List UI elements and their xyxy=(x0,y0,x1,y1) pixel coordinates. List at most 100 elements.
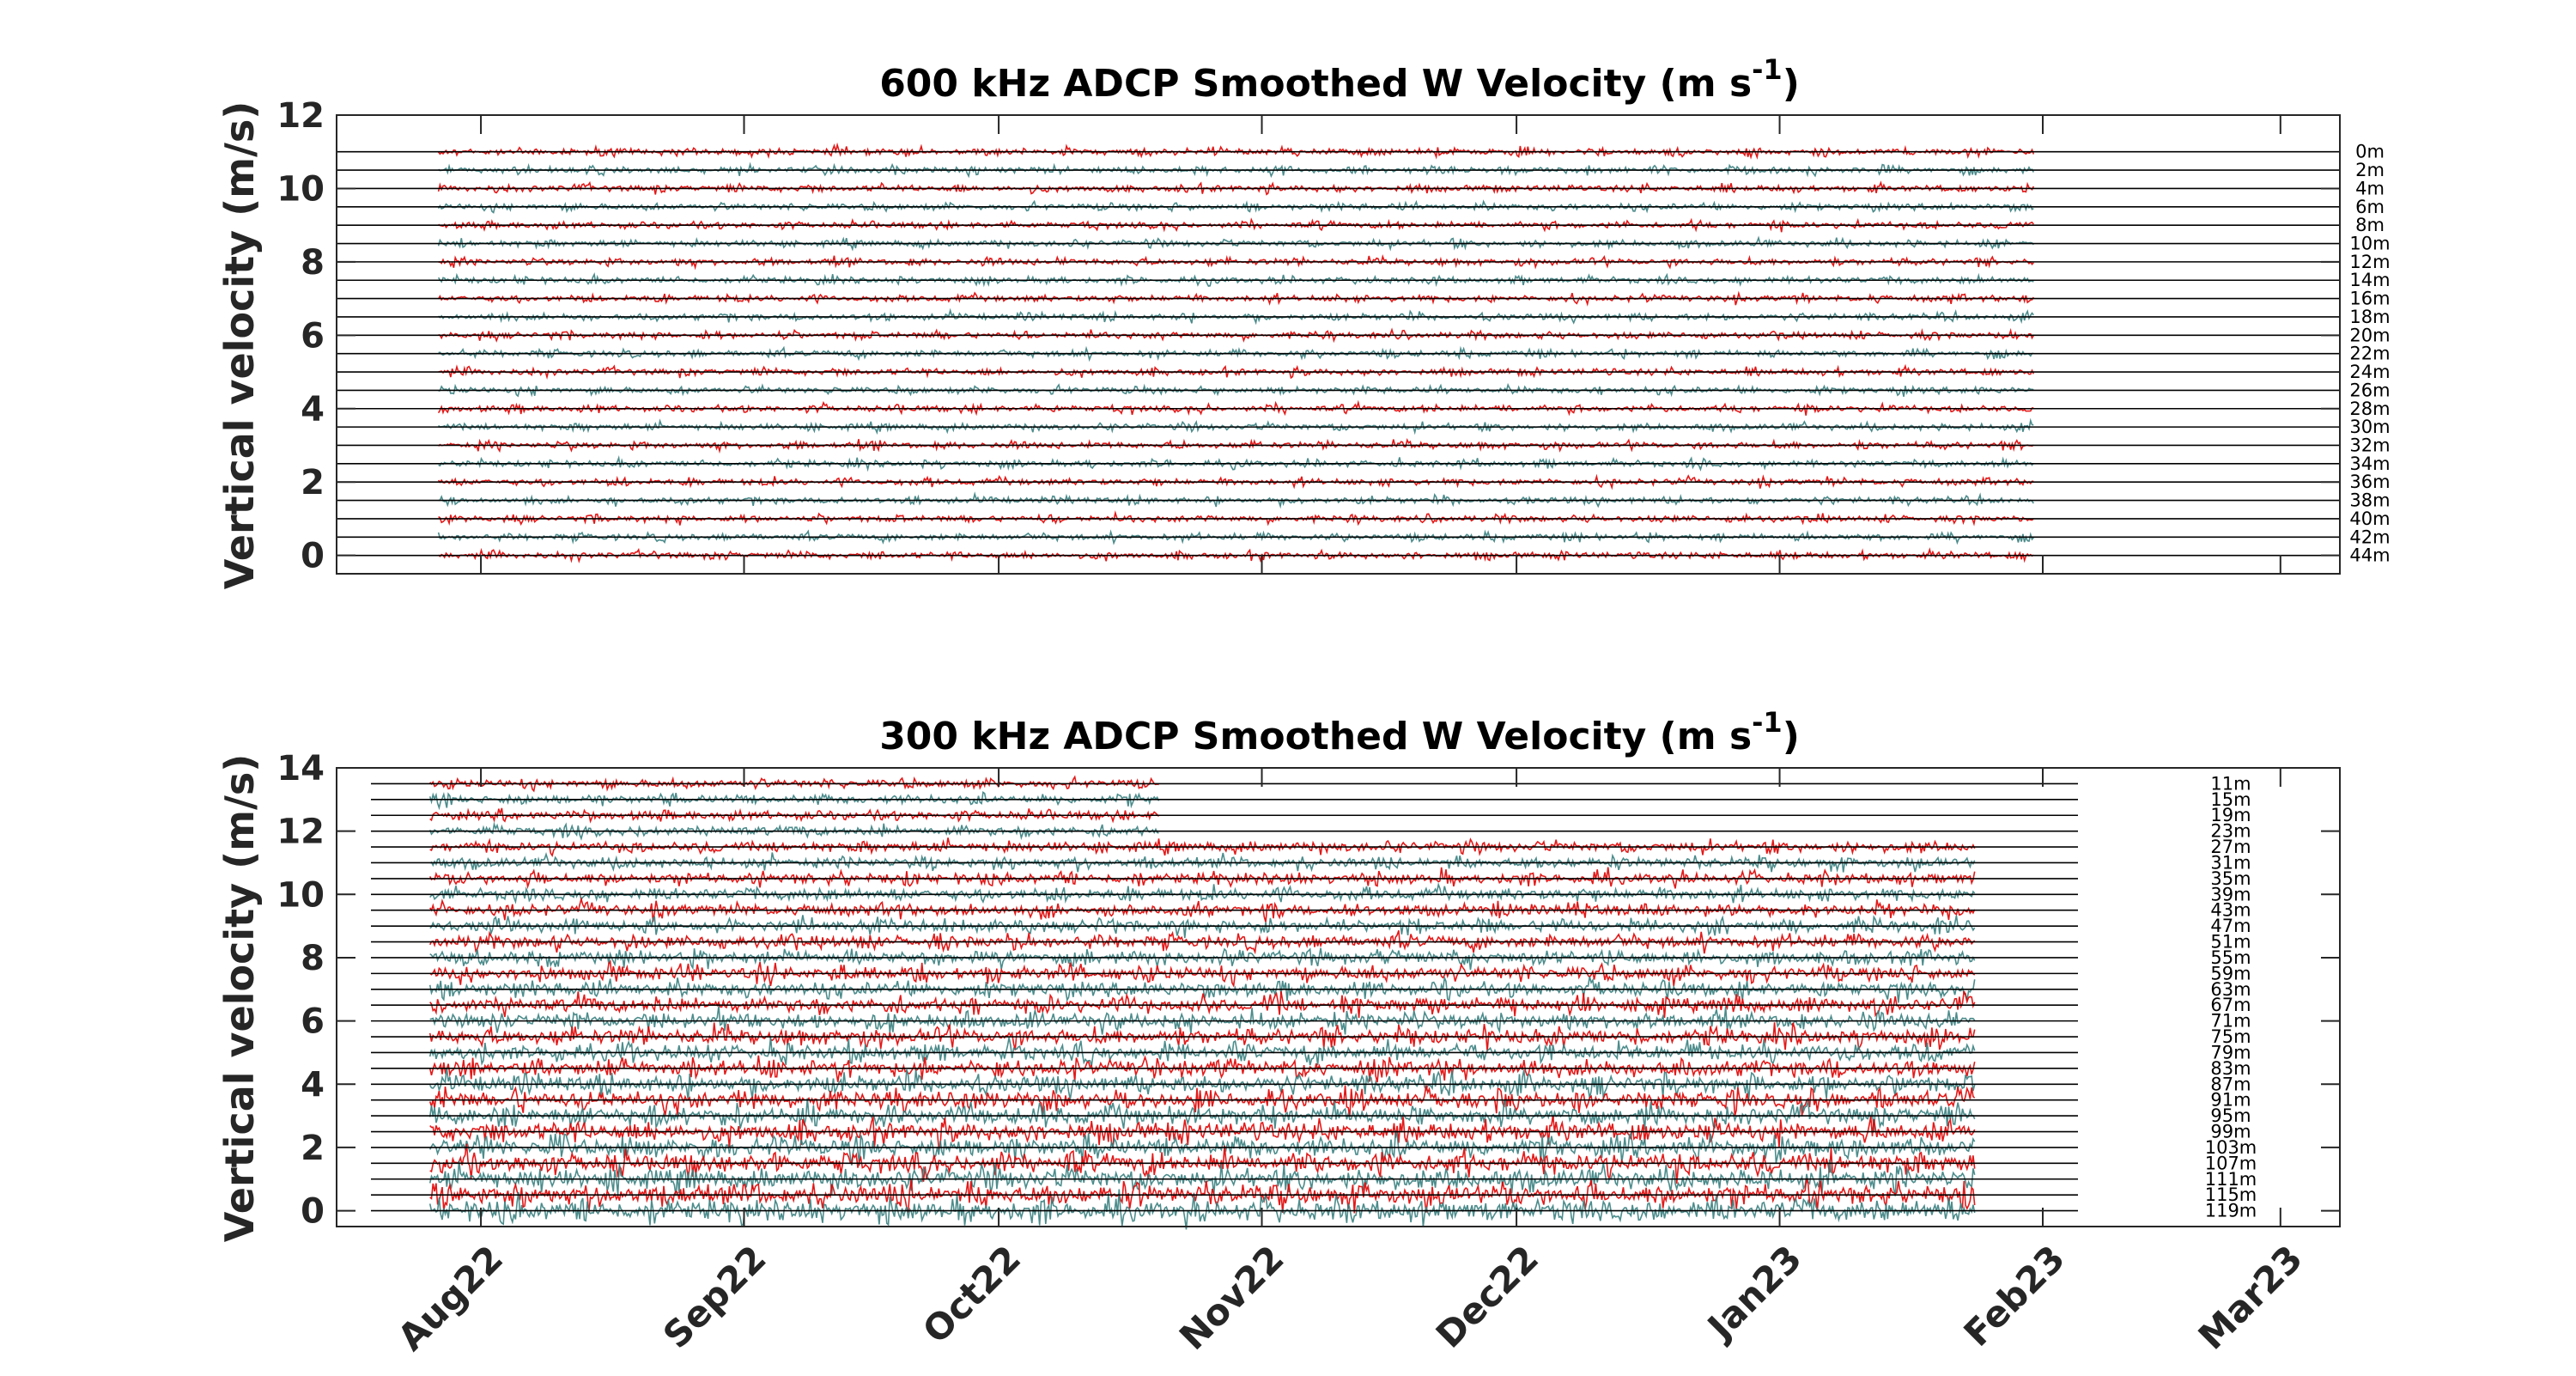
panel-300khz-y-ticks: 0 2 4 6 8 10 12 14 xyxy=(276,749,2340,1232)
velocity-trace xyxy=(437,180,2035,196)
y-tick-label: 14 xyxy=(276,749,325,788)
depth-label: 51m xyxy=(2210,932,2251,953)
y-tick-label: 2 xyxy=(301,1129,325,1168)
depth-label: 32m xyxy=(2349,435,2390,455)
velocity-trace xyxy=(428,821,1159,841)
depth-label: 83m xyxy=(2210,1058,2251,1079)
y-tick-label: 12 xyxy=(276,96,325,136)
panel-600khz-depth-labels: 0m2m4m6m8m10m12m14m16m18m20m22m24m26m28m… xyxy=(2349,142,2390,566)
depth-label: 91m xyxy=(2210,1090,2251,1111)
depth-label: 119m xyxy=(2205,1201,2257,1221)
panel-600khz-ylabel: Vertical velocity (m/s) xyxy=(216,101,263,590)
depth-label: 10m xyxy=(2349,234,2390,254)
y-tick-label: 6 xyxy=(301,316,325,356)
depth-label: 0m xyxy=(2355,142,2385,162)
y-tick-label: 4 xyxy=(301,390,325,429)
depth-label: 40m xyxy=(2349,508,2390,529)
y-tick-label: 10 xyxy=(276,875,325,915)
velocity-trace xyxy=(428,1037,1976,1067)
y-tick-label: 4 xyxy=(301,1065,325,1105)
panel-300khz-title: 300 kHz ADCP Smoothed W Velocity (m s-1) xyxy=(879,706,1800,758)
depth-label: 115m xyxy=(2205,1184,2257,1205)
velocity-trace xyxy=(428,1055,1976,1083)
depth-label: 26m xyxy=(2349,380,2390,400)
y-tick-label: 8 xyxy=(301,939,325,978)
panel-600khz-axes xyxy=(336,114,2341,575)
depth-label: 79m xyxy=(2210,1042,2251,1062)
depth-label: 19m xyxy=(2210,805,2251,825)
panel-600khz-y-ticks: 0 2 4 6 8 10 12 xyxy=(276,96,2340,576)
velocity-trace xyxy=(428,1129,1976,1166)
depth-label: 24m xyxy=(2349,362,2390,382)
panel-300khz-depth-labels: 11m15m19m23m27m31m35m39m43m47m51m55m59m6… xyxy=(2205,773,2257,1221)
depth-label: 16m xyxy=(2349,289,2390,309)
velocity-trace xyxy=(438,438,2034,454)
depth-label: 39m xyxy=(2210,884,2251,904)
depth-label: 59m xyxy=(2210,963,2251,983)
velocity-trace xyxy=(428,1022,1976,1052)
depth-label: 30m xyxy=(2349,417,2390,437)
velocity-trace xyxy=(428,1189,1976,1230)
velocity-trace xyxy=(429,959,1976,989)
depth-label: 8m xyxy=(2355,215,2385,235)
depth-label: 15m xyxy=(2210,789,2251,810)
depth-label: 36m xyxy=(2349,472,2390,492)
depth-label: 71m xyxy=(2210,1011,2251,1032)
depth-label: 31m xyxy=(2210,852,2251,873)
panel-600khz: 600 kHz ADCP Smoothed W Velocity (m s-1)… xyxy=(216,53,2391,589)
depth-label: 87m xyxy=(2210,1074,2251,1094)
depth-label: 4m xyxy=(2355,178,2385,198)
depth-label: 55m xyxy=(2210,947,2251,968)
velocity-trace xyxy=(437,235,2034,252)
depth-label: 18m xyxy=(2349,307,2390,327)
velocity-trace xyxy=(428,975,1976,1003)
velocity-trace xyxy=(438,345,2034,362)
depth-label: 111m xyxy=(2205,1169,2257,1190)
depth-label: 44m xyxy=(2349,545,2390,566)
depth-label: 103m xyxy=(2205,1137,2257,1158)
y-tick-label: 10 xyxy=(276,169,325,209)
velocity-trace xyxy=(429,837,1976,857)
velocity-trace xyxy=(429,851,1976,874)
depth-label: 95m xyxy=(2210,1105,2251,1126)
panel-300khz-ylabel: Vertical velocity (m/s) xyxy=(216,754,263,1243)
panel-300khz: 300 kHz ADCP Smoothed W Velocity (m s-1)… xyxy=(216,706,2341,1359)
velocity-trace xyxy=(429,1005,1976,1035)
depth-label: 43m xyxy=(2210,900,2251,921)
depth-label: 2m xyxy=(2355,160,2385,180)
panel-300khz-axes xyxy=(336,767,2341,1227)
panel-300khz-baselines xyxy=(371,782,2078,1212)
depth-label: 12m xyxy=(2349,252,2390,272)
y-tick-label: 0 xyxy=(301,1192,325,1232)
depth-label: 67m xyxy=(2210,995,2251,1015)
velocity-trace xyxy=(438,307,2034,326)
panel-600khz-baselines xyxy=(337,150,2340,557)
depth-label: 47m xyxy=(2210,916,2251,936)
depth-label: 107m xyxy=(2205,1153,2257,1173)
y-tick-label: 8 xyxy=(301,243,325,283)
y-tick-label: 6 xyxy=(301,1002,325,1042)
depth-label: 42m xyxy=(2349,527,2390,547)
depth-label: 34m xyxy=(2349,454,2390,474)
depth-label: 11m xyxy=(2210,773,2251,794)
depth-label: 22m xyxy=(2349,344,2390,364)
depth-label: 28m xyxy=(2349,399,2390,419)
velocity-trace xyxy=(438,327,2034,344)
depth-label: 23m xyxy=(2210,821,2251,842)
depth-label: 63m xyxy=(2210,979,2251,1000)
velocity-trace xyxy=(438,217,2034,233)
depth-label: 14m xyxy=(2349,270,2390,290)
depth-label: 35m xyxy=(2210,868,2251,889)
depth-label: 20m xyxy=(2349,325,2390,345)
panel-600khz-title: 600 kHz ADCP Smoothed W Velocity (m s-1) xyxy=(879,53,1800,106)
depth-label: 27m xyxy=(2210,837,2251,857)
velocity-trace xyxy=(429,807,1160,824)
velocity-trace xyxy=(429,915,1976,939)
velocity-trace xyxy=(428,1098,1976,1133)
depth-label: 99m xyxy=(2210,1122,2251,1142)
depth-label: 6m xyxy=(2355,197,2385,217)
depth-label: 38m xyxy=(2349,490,2390,511)
y-tick-label: 2 xyxy=(301,463,325,502)
depth-label: 75m xyxy=(2210,1026,2251,1047)
